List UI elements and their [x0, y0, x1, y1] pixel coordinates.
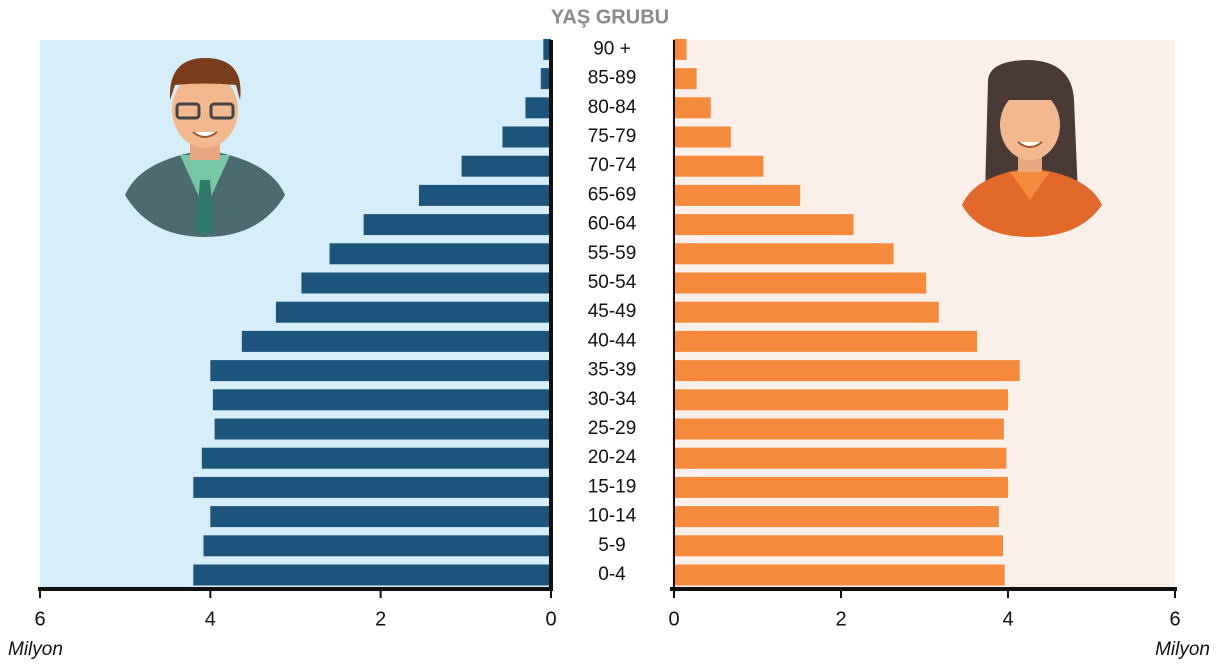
bar	[215, 419, 551, 440]
chart-title: YAŞ GRUBU	[551, 6, 669, 28]
bar	[674, 302, 939, 323]
x-tick-label: 0	[545, 608, 556, 630]
bar	[674, 331, 977, 352]
bar	[193, 565, 551, 586]
bar	[301, 273, 551, 294]
category-label: 40-44	[588, 330, 637, 351]
x-tick-label: 6	[1169, 608, 1180, 630]
bar	[674, 273, 926, 294]
category-label: 60-64	[588, 214, 637, 235]
bar	[674, 565, 1005, 586]
category-label: 75-79	[588, 126, 637, 147]
category-label: 80-84	[588, 97, 637, 118]
category-label: 0-4	[598, 564, 626, 585]
bar	[674, 360, 1020, 381]
bar	[674, 127, 731, 148]
bar	[210, 360, 551, 381]
x-axis-label: Milyon	[8, 639, 63, 660]
bar	[193, 477, 551, 498]
category-label: 70-74	[588, 155, 637, 176]
x-tick-label: 2	[375, 608, 386, 630]
category-label: 65-69	[588, 184, 637, 205]
x-tick-label: 2	[835, 608, 846, 630]
bar	[330, 243, 551, 264]
category-label: 15-19	[588, 476, 637, 497]
page: YAŞ GRUBU Milyon Milyon 0-4 5-9 10-14 15-19…	[0, 0, 1217, 666]
category-label: 85-89	[588, 68, 637, 89]
bar	[204, 535, 551, 556]
category-label: 5-9	[598, 535, 625, 556]
category-label: 20-24	[588, 447, 637, 468]
bar	[674, 389, 1008, 410]
bar	[276, 302, 551, 323]
x-axis-label: Milyon	[1155, 639, 1210, 660]
bar	[242, 331, 551, 352]
bar	[674, 243, 894, 264]
category-label: 45-49	[588, 301, 637, 322]
bar	[213, 389, 551, 410]
bar	[674, 477, 1008, 498]
x-tick-label: 4	[1002, 608, 1013, 630]
bar	[525, 97, 551, 118]
bar	[364, 214, 551, 235]
category-label: 55-59	[588, 243, 637, 264]
bar	[419, 185, 551, 206]
x-tick-label: 6	[34, 608, 45, 630]
bar	[674, 185, 800, 206]
x-tick-label: 0	[668, 608, 679, 630]
category-label: 10-14	[588, 506, 637, 527]
bar	[674, 214, 854, 235]
bar	[674, 39, 687, 60]
bar	[674, 156, 763, 177]
bar	[674, 68, 697, 89]
bar	[462, 156, 551, 177]
category-label: 25-29	[588, 418, 637, 439]
bar	[202, 448, 551, 469]
category-label: 90 +	[593, 38, 631, 59]
category-label: 50-54	[588, 272, 637, 293]
bar	[674, 97, 711, 118]
bar	[674, 535, 1003, 556]
category-label: 35-39	[588, 360, 637, 381]
category-label: 30-34	[588, 389, 637, 410]
bar	[502, 127, 551, 148]
bar	[674, 419, 1004, 440]
bar	[674, 448, 1006, 469]
bar	[210, 506, 551, 527]
chart: YAŞ GRUBU Milyon Milyon 0-4 5-9 10-14 15-19…	[0, 0, 1217, 666]
x-tick-label: 4	[205, 608, 216, 630]
bar	[674, 506, 999, 527]
